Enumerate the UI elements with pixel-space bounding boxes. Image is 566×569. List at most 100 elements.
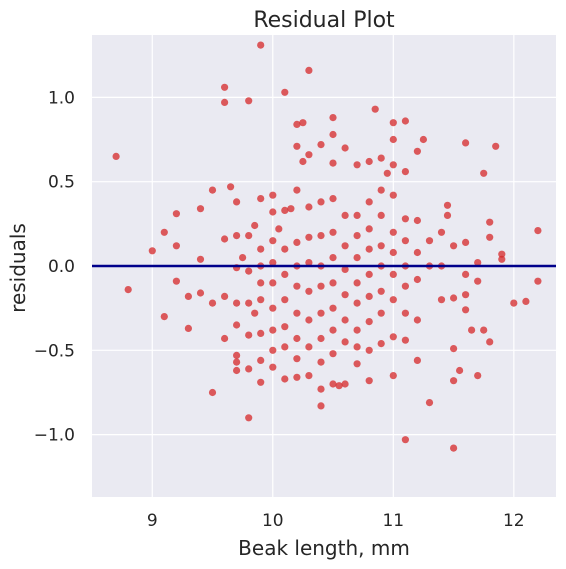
scatter-point — [365, 377, 373, 385]
scatter-point — [401, 117, 409, 125]
scatter-point — [534, 227, 542, 235]
scatter-point — [450, 294, 458, 302]
scatter-point — [233, 351, 241, 359]
scatter-point — [233, 366, 241, 375]
scatter-point — [221, 292, 229, 300]
chart-title: Residual Plot — [253, 8, 395, 33]
scatter-point — [196, 205, 205, 213]
scatter-point — [492, 142, 500, 150]
scatter-point — [462, 291, 470, 299]
scatter-point — [450, 377, 458, 385]
scatter-point — [269, 191, 277, 199]
scatter-point — [522, 297, 530, 305]
scatter-point — [329, 130, 337, 139]
scatter-point — [281, 270, 289, 278]
scatter-point — [329, 380, 337, 388]
scatter-point — [112, 152, 120, 160]
scatter-point — [329, 159, 337, 167]
scatter-point — [353, 360, 361, 368]
scatter-point — [474, 277, 482, 285]
scatter-point — [329, 114, 337, 122]
scatter-point — [365, 270, 373, 278]
scatter-point — [239, 254, 247, 262]
scatter-point — [353, 254, 361, 262]
x-axis-label: Beak length, mm — [238, 536, 410, 560]
scatter-point — [425, 237, 434, 245]
scatter-point — [317, 385, 325, 393]
scatter-point — [275, 225, 283, 233]
scatter-point — [443, 211, 452, 219]
scatter-point — [474, 259, 482, 267]
scatter-point — [281, 375, 289, 383]
scatter-point — [245, 299, 253, 307]
scatter-point — [462, 306, 470, 314]
scatter-point — [377, 340, 385, 348]
y-tick-label: 0.0 — [48, 257, 75, 277]
x-tick-label: 11 — [382, 511, 404, 531]
y-tick-labels: −1.0 −0.5 0.0 0.5 1.0 — [34, 88, 75, 445]
scatter-point — [281, 296, 289, 304]
scatter-point — [293, 373, 301, 381]
scatter-point — [365, 245, 373, 253]
scatter-point — [443, 201, 452, 209]
scatter-point — [389, 248, 397, 257]
scatter-point — [317, 232, 325, 240]
scatter-point — [245, 97, 253, 105]
scatter-point — [299, 157, 307, 166]
scatter-point — [293, 334, 301, 343]
scatter-point — [437, 296, 446, 304]
scatter-point — [208, 299, 217, 307]
scatter-point — [305, 287, 313, 295]
scatter-point — [329, 195, 337, 203]
scatter-point — [257, 296, 265, 304]
scatter-point — [317, 309, 325, 317]
scatter-point — [293, 186, 301, 194]
scatter-point — [257, 329, 265, 337]
scatter-point — [305, 203, 313, 211]
scatter-point — [196, 289, 205, 297]
scatter-point — [377, 154, 385, 162]
x-tick-label: 9 — [147, 511, 158, 531]
scatter-point — [196, 255, 205, 263]
scatter-point — [353, 211, 361, 219]
scatter-point — [293, 355, 301, 363]
scatter-point — [486, 338, 494, 346]
scatter-point — [353, 161, 361, 169]
scatter-point — [341, 291, 349, 299]
y-tick-label: −1.0 — [34, 426, 75, 446]
scatter-point — [365, 318, 373, 326]
scatter-point — [510, 299, 518, 307]
scatter-point — [365, 198, 373, 206]
scatter-point — [305, 343, 313, 351]
y-tick-label: 1.0 — [48, 88, 75, 108]
scatter-point — [377, 287, 385, 295]
scatter-point — [233, 299, 241, 307]
scatter-point — [456, 366, 464, 375]
scatter-point — [329, 326, 337, 334]
scatter-point — [468, 326, 476, 334]
scatter-point — [208, 186, 217, 194]
scatter-point — [221, 334, 229, 343]
scatter-point — [269, 346, 277, 354]
scatter-point — [389, 191, 397, 199]
scatter-point — [377, 186, 385, 194]
scatter-point — [486, 233, 494, 241]
scatter-point — [371, 105, 379, 113]
scatter-point — [498, 255, 506, 263]
scatter-point — [341, 211, 349, 219]
scatter-point — [305, 233, 313, 241]
scatter-point — [233, 232, 241, 240]
scatter-point — [257, 41, 265, 49]
y-tick-label: −0.5 — [34, 341, 75, 361]
scatter-point — [401, 215, 409, 223]
scatter-point — [341, 338, 349, 346]
scatter-point — [293, 238, 301, 246]
scatter-point — [462, 238, 470, 246]
scatter-point — [341, 380, 349, 388]
scatter-point — [172, 242, 180, 250]
x-tick-label: 12 — [503, 511, 525, 531]
scatter-point — [305, 151, 313, 159]
scatter-point — [413, 248, 421, 257]
scatter-point — [437, 228, 446, 236]
